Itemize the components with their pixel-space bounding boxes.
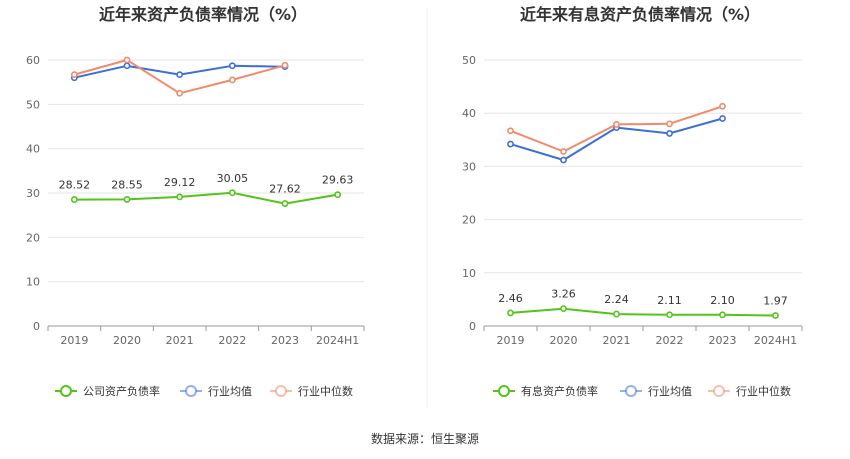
data-label: 30.05 <box>217 172 249 185</box>
y-tick-label: 40 <box>462 107 476 120</box>
data-point <box>70 71 78 79</box>
data-label: 3.26 <box>551 288 576 301</box>
data-label: 29.63 <box>322 174 354 187</box>
data-point <box>560 305 567 313</box>
legend-marker <box>275 385 287 397</box>
y-tick-label: 20 <box>462 214 476 227</box>
data-point <box>560 148 567 155</box>
data-point <box>507 127 514 135</box>
legend-marker <box>625 385 637 397</box>
y-tick-label: 0 <box>33 320 40 333</box>
data-point <box>228 189 236 197</box>
data-label: 2.10 <box>710 294 735 307</box>
legend-label: 公司资产负债率 <box>83 384 160 398</box>
data-point <box>666 120 673 128</box>
data-point <box>70 196 78 203</box>
data-point <box>719 102 726 110</box>
y-tick-label: 0 <box>469 320 476 333</box>
data-label: 29.12 <box>164 176 196 189</box>
data-point <box>666 311 673 319</box>
x-tick-label: 2021 <box>166 334 194 347</box>
data-point <box>560 156 567 164</box>
chart-panel-interest-debt-ratio: 近年来有息资产负债率情况（%） 0 10 20 30 40 50 2019 2020 2021 20… <box>462 5 803 398</box>
data-point <box>281 200 289 207</box>
x-tick-label: 2020 <box>113 334 141 347</box>
data-point <box>334 191 342 199</box>
data-point <box>507 309 514 317</box>
data-label: 28.55 <box>111 178 143 191</box>
data-point <box>772 312 779 319</box>
data-point <box>281 61 289 69</box>
legend-label: 有息资产负债率 <box>521 384 598 398</box>
chart-title: 近年来资产负债率情况（%） <box>99 5 307 24</box>
x-tick-label: 2021 <box>603 334 631 347</box>
data-label: 2.24 <box>604 293 629 306</box>
x-tick-label: 2024H1 <box>754 334 797 347</box>
y-tick-label: 10 <box>462 267 476 280</box>
data-label: 28.52 <box>59 179 91 192</box>
x-tick-label: 2024H1 <box>316 334 359 347</box>
legend-marker <box>60 385 72 397</box>
data-point <box>176 71 184 79</box>
data-point <box>123 56 131 64</box>
data-point <box>123 62 131 70</box>
data-point <box>719 311 726 319</box>
x-tick-label: 2020 <box>550 334 578 347</box>
x-tick-label: 2019 <box>60 334 88 347</box>
data-point <box>719 115 726 122</box>
data-point <box>228 76 236 84</box>
data-point <box>613 120 620 128</box>
legend-label: 行业均值 <box>648 385 692 398</box>
data-point <box>613 310 620 318</box>
legend-marker <box>713 385 725 397</box>
series-line <box>74 191 338 205</box>
y-tick-label: 30 <box>462 160 476 173</box>
series-line <box>510 307 776 317</box>
data-point <box>507 140 514 148</box>
legend-label: 行业中位数 <box>736 384 791 398</box>
data-point <box>666 130 673 137</box>
legend-label: 行业中位数 <box>298 384 353 398</box>
data-label: 27.62 <box>269 183 301 196</box>
data-label: 2.46 <box>498 292 523 305</box>
data-point <box>176 89 184 97</box>
y-tick-label: 50 <box>462 54 476 67</box>
x-tick-label: 2019 <box>497 334 525 347</box>
chart-title: 近年来有息资产负债率情况（%） <box>520 5 760 24</box>
x-tick-label: 2023 <box>271 334 299 347</box>
data-point <box>176 193 184 201</box>
data-point <box>228 62 236 70</box>
x-tick-label: 2022 <box>656 334 684 347</box>
y-tick-label: 40 <box>26 143 40 156</box>
legend-label: 行业均值 <box>208 385 252 398</box>
y-tick-label: 50 <box>26 98 40 111</box>
y-tick-label: 20 <box>26 231 40 244</box>
y-tick-label: 10 <box>26 276 40 289</box>
legend-marker <box>498 385 510 397</box>
y-tick-label: 30 <box>26 187 40 200</box>
x-tick-label: 2023 <box>709 334 737 347</box>
legend-marker <box>185 385 197 397</box>
data-label: 2.11 <box>657 294 682 307</box>
y-tick-label: 60 <box>26 54 40 67</box>
source-note: 数据来源：恒生聚源 <box>371 431 479 446</box>
chart-panel-debt-ratio: 近年来资产负债率情况（%） 0 10 20 30 40 50 60 2019 2020 2021 20… <box>26 5 365 398</box>
x-tick-label: 2022 <box>218 334 246 347</box>
data-label: 1.97 <box>763 295 788 308</box>
data-point <box>123 196 131 203</box>
